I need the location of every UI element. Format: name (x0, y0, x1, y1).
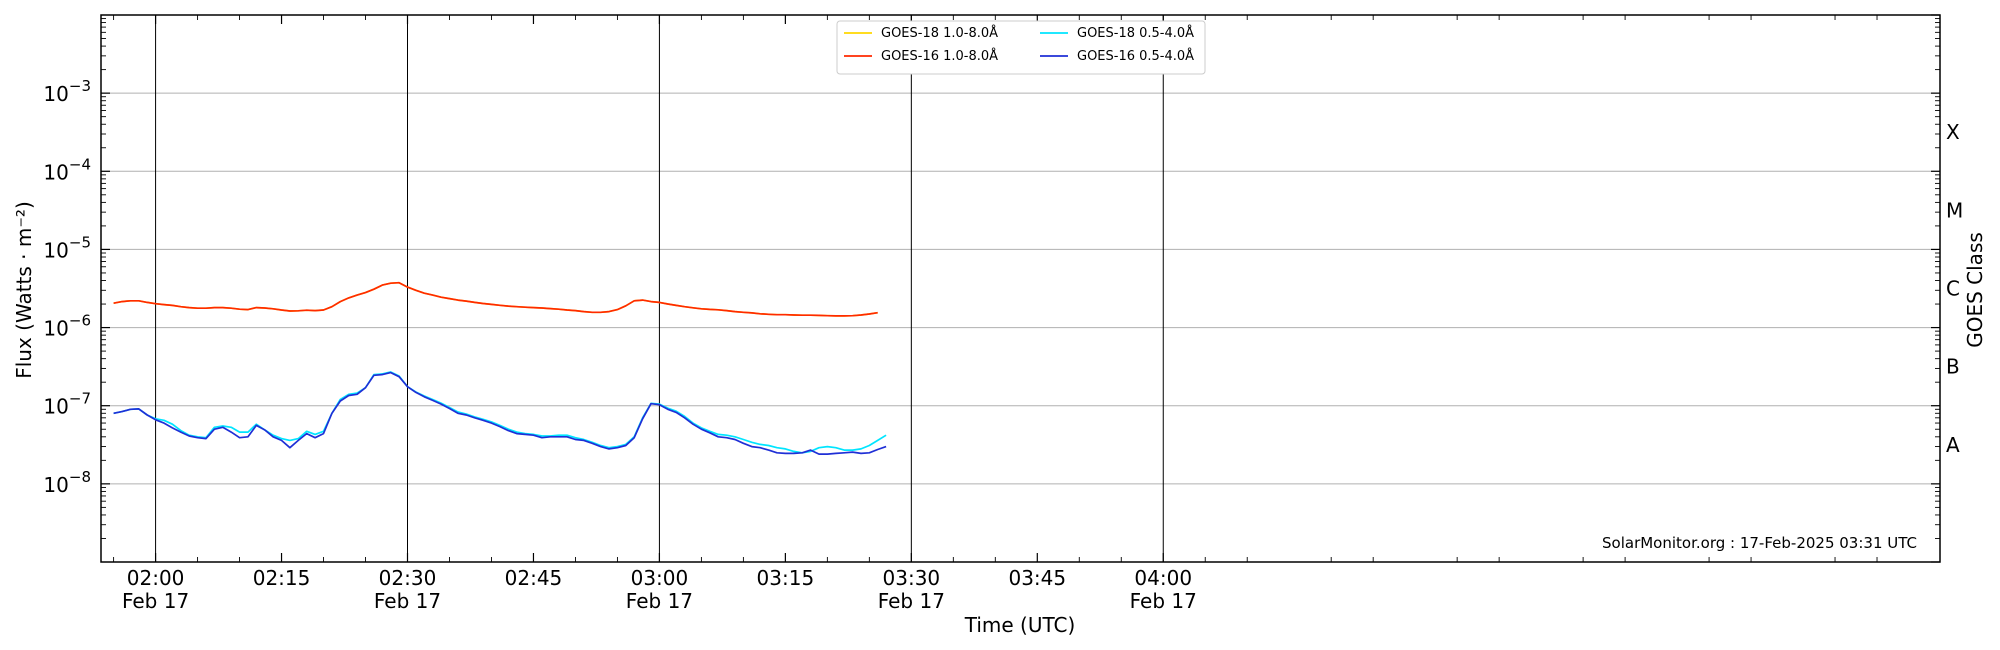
x-tick-label: 02:15 (253, 566, 311, 590)
legend-entry-label: GOES-18 0.5-4.0Å (1077, 25, 1194, 41)
series-line-4 (113, 371, 887, 455)
goes-class-label: X (1946, 120, 1960, 144)
x-tick-label: 02:30 (379, 566, 437, 590)
y-tick-label: 10−4 (43, 155, 91, 184)
goes-class-label: C (1946, 277, 1960, 301)
series-line-2 (113, 281, 878, 317)
goes-class-label: A (1946, 433, 1960, 457)
x-tick-label: 03:00 (631, 566, 689, 590)
x-tick-date-label: Feb 17 (878, 589, 945, 613)
x-tick-date-label: Feb 17 (1130, 589, 1197, 613)
x-tick-label: 02:45 (505, 566, 563, 590)
legend-entry-label: GOES-16 0.5-4.0Å (1077, 48, 1194, 64)
series-line-1 (113, 281, 878, 317)
x-tick-date-label: Feb 17 (122, 589, 189, 613)
x-axis-label: Time (UTC) (964, 613, 1076, 637)
series-line-3 (113, 371, 887, 454)
y-tick-label: 10−3 (43, 77, 91, 106)
y-tick-label: 10−7 (43, 390, 91, 419)
secondary-y-axis-label: GOES Class (1963, 232, 1987, 348)
y-tick-label: 10−6 (43, 312, 91, 341)
x-tick-label: 03:30 (883, 566, 941, 590)
major-time-lines (155, 15, 1164, 562)
legend-entry-label: GOES-16 1.0-8.0Å (881, 48, 998, 64)
x-tick-label: 03:15 (757, 566, 815, 590)
y-tick-label: 10−8 (43, 468, 91, 497)
plot-frame (100, 14, 1941, 563)
goes-class-label: M (1946, 198, 1963, 222)
credit-text: SolarMonitor.org : 17-Feb-2025 03:31 UTC (1602, 534, 1917, 552)
y-axis-ticks: 10−8 10−7 10−6 10−5 10−4 10−3 (43, 14, 1940, 563)
y-tick-label: 10−5 (43, 233, 91, 262)
goes-class-labels: A B C M X (1946, 120, 1963, 457)
x-tick-date-label: Feb 17 (374, 589, 441, 613)
legend-entry-label: GOES-18 1.0-8.0Å (881, 25, 998, 41)
x-tick-label: 04:00 (1134, 566, 1192, 590)
flux-series (113, 281, 887, 455)
x-tick-date-label: Feb 17 (626, 589, 693, 613)
goes-class-label: B (1946, 355, 1960, 379)
legend-box (836, 20, 1206, 75)
x-tick-label: 03:45 (1008, 566, 1066, 590)
x-tick-label: 02:00 (127, 566, 185, 590)
legend: GOES-18 1.0-8.0Å GOES-16 1.0-8.0Å GOES-18 … (836, 20, 1206, 75)
y-axis-label: Flux (Watts · m⁻²) (12, 201, 36, 379)
